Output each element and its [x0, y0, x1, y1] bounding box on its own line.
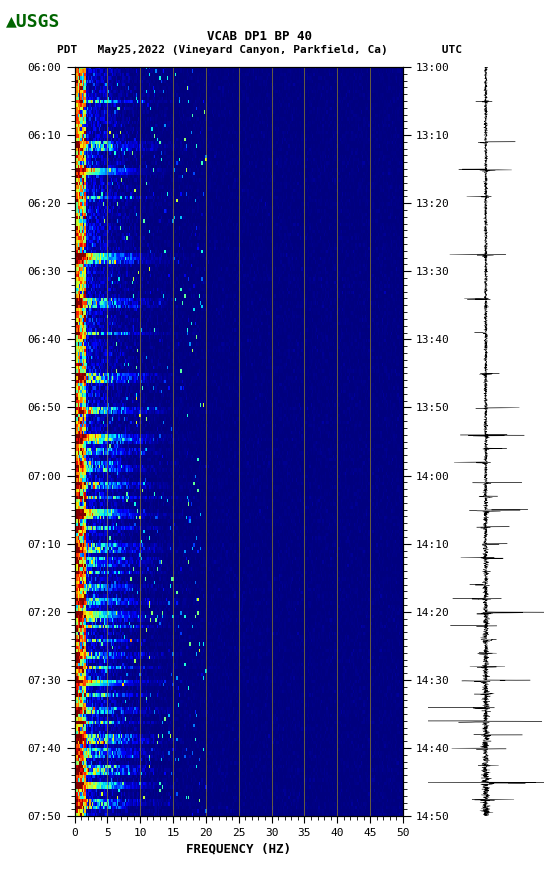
X-axis label: FREQUENCY (HZ): FREQUENCY (HZ)	[186, 842, 291, 855]
Text: PDT   May25,2022 (Vineyard Canyon, Parkfield, Ca)        UTC: PDT May25,2022 (Vineyard Canyon, Parkfie…	[57, 45, 462, 55]
Text: VCAB DP1 BP 40: VCAB DP1 BP 40	[207, 29, 312, 43]
Text: ▲USGS: ▲USGS	[6, 12, 60, 30]
